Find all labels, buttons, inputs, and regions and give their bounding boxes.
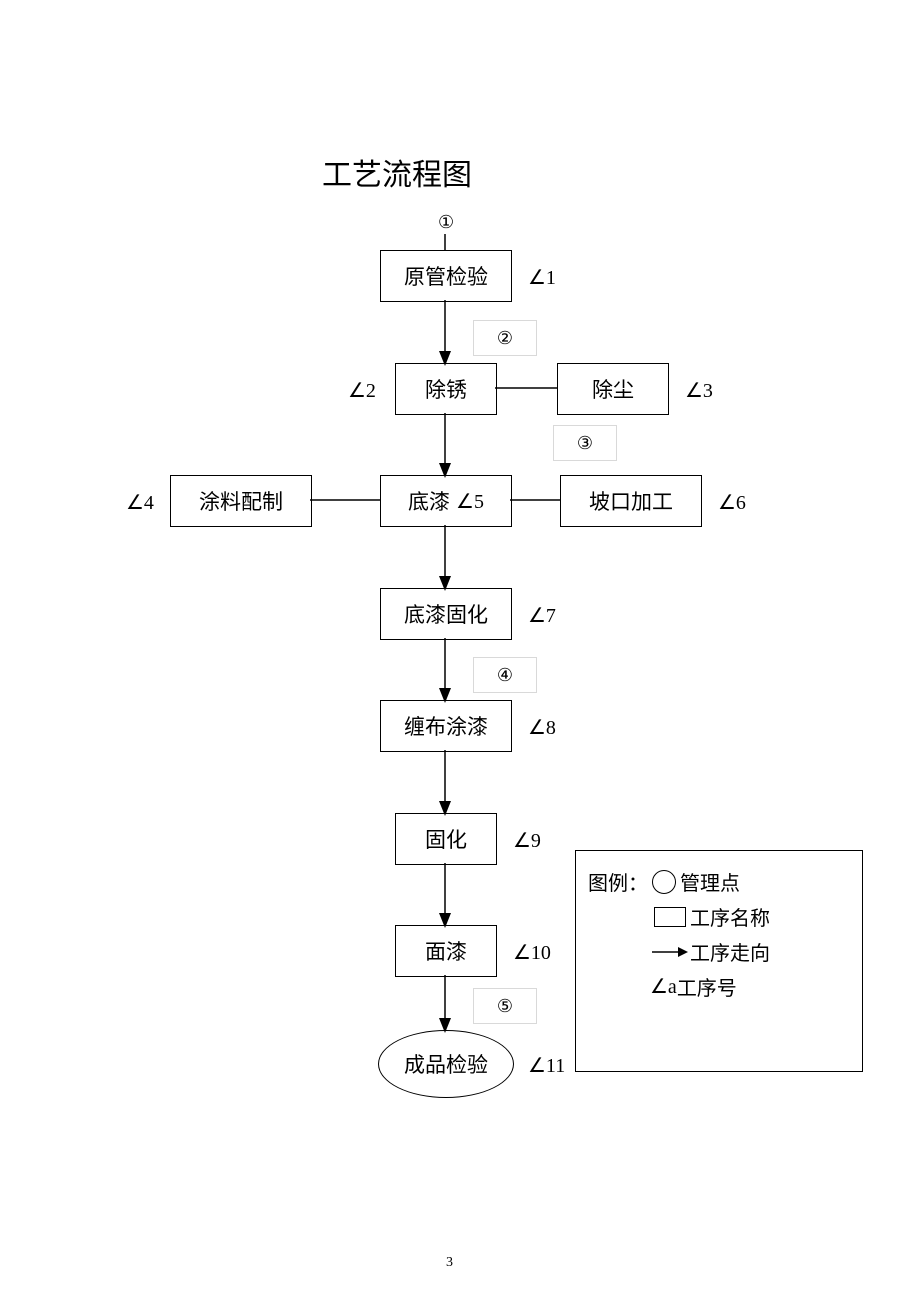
node-label: 底漆 [408, 486, 450, 516]
legend-title: 图例： [588, 867, 648, 896]
seq-label: ∠3 [685, 378, 713, 403]
circled-number-marker: ③ [553, 425, 617, 461]
legend-row-arrow: 工序走向 [588, 937, 850, 966]
seq-label: ∠7 [528, 603, 556, 628]
seq-label: ∠4 [126, 490, 154, 515]
node-n3: 除尘 [557, 363, 669, 415]
node-label: 面漆 [425, 936, 467, 966]
legend-label: 工序走向 [690, 937, 770, 966]
node-n11: 成品检验 [378, 1030, 514, 1098]
node-n7: 底漆固化 [380, 588, 512, 640]
node-label: 底漆固化 [404, 599, 488, 629]
legend-seq-symbol: ∠a [650, 974, 677, 999]
seq-label: ∠1 [528, 265, 556, 290]
page-title: 工艺流程图 [322, 150, 472, 194]
circled-number-marker: ④ [473, 657, 537, 693]
seq-label: ∠9 [513, 828, 541, 853]
connectors-svg [0, 0, 920, 1303]
node-n4: 涂料配制 [170, 475, 312, 527]
flowchart-canvas: 工艺流程图 原管检验除锈 除尘涂料配制 底漆∠5 坡口加工底漆固化缠布涂漆固化面漆成品… [0, 0, 920, 1303]
circled-number-marker: ② [473, 320, 537, 356]
node-label: 涂料配制 [199, 486, 283, 516]
seq-label: ∠10 [513, 940, 551, 965]
node-n9: 固化 [395, 813, 497, 865]
legend-label: 管理点 [680, 867, 740, 896]
node-label: 缠布涂漆 [404, 711, 488, 741]
legend-box: 图例： 管理点工序名称工序走向 ∠a 工序号 [575, 850, 863, 1072]
node-n10: 面漆 [395, 925, 497, 977]
node-label: 坡口加工 [589, 486, 673, 516]
node-n8: 缠布涂漆 [380, 700, 512, 752]
node-n6: 坡口加工 [560, 475, 702, 527]
node-n5: 底漆∠5 [380, 475, 512, 527]
node-label: 除尘 [592, 374, 634, 404]
seq-label: ∠8 [528, 715, 556, 740]
circled-number-marker: ⑤ [473, 988, 537, 1024]
circled-number-marker: ① [438, 212, 454, 233]
legend-label: 工序名称 [690, 902, 770, 931]
page-number: 3 [446, 1255, 453, 1271]
node-n2: 除锈 [395, 363, 497, 415]
seq-label: ∠11 [528, 1053, 565, 1078]
node-n1: 原管检验 [380, 250, 512, 302]
node-label: 原管检验 [404, 261, 488, 291]
node-label: 除锈 [425, 374, 467, 404]
seq-label: ∠6 [718, 490, 746, 515]
legend-row-rect: 工序名称 [588, 902, 850, 931]
legend-circle-icon [652, 870, 676, 894]
node-label: 成品检验 [404, 1049, 488, 1079]
node-seq-inside: ∠5 [456, 489, 484, 514]
legend-rect-icon [654, 907, 686, 927]
seq-label: ∠2 [348, 378, 376, 403]
legend-row-circle: 图例： 管理点 [588, 867, 850, 896]
legend-label: 工序号 [677, 972, 737, 1001]
legend-arrow-icon [650, 942, 690, 962]
node-label: 固化 [425, 824, 467, 854]
legend-row-seq: ∠a 工序号 [588, 972, 850, 1001]
